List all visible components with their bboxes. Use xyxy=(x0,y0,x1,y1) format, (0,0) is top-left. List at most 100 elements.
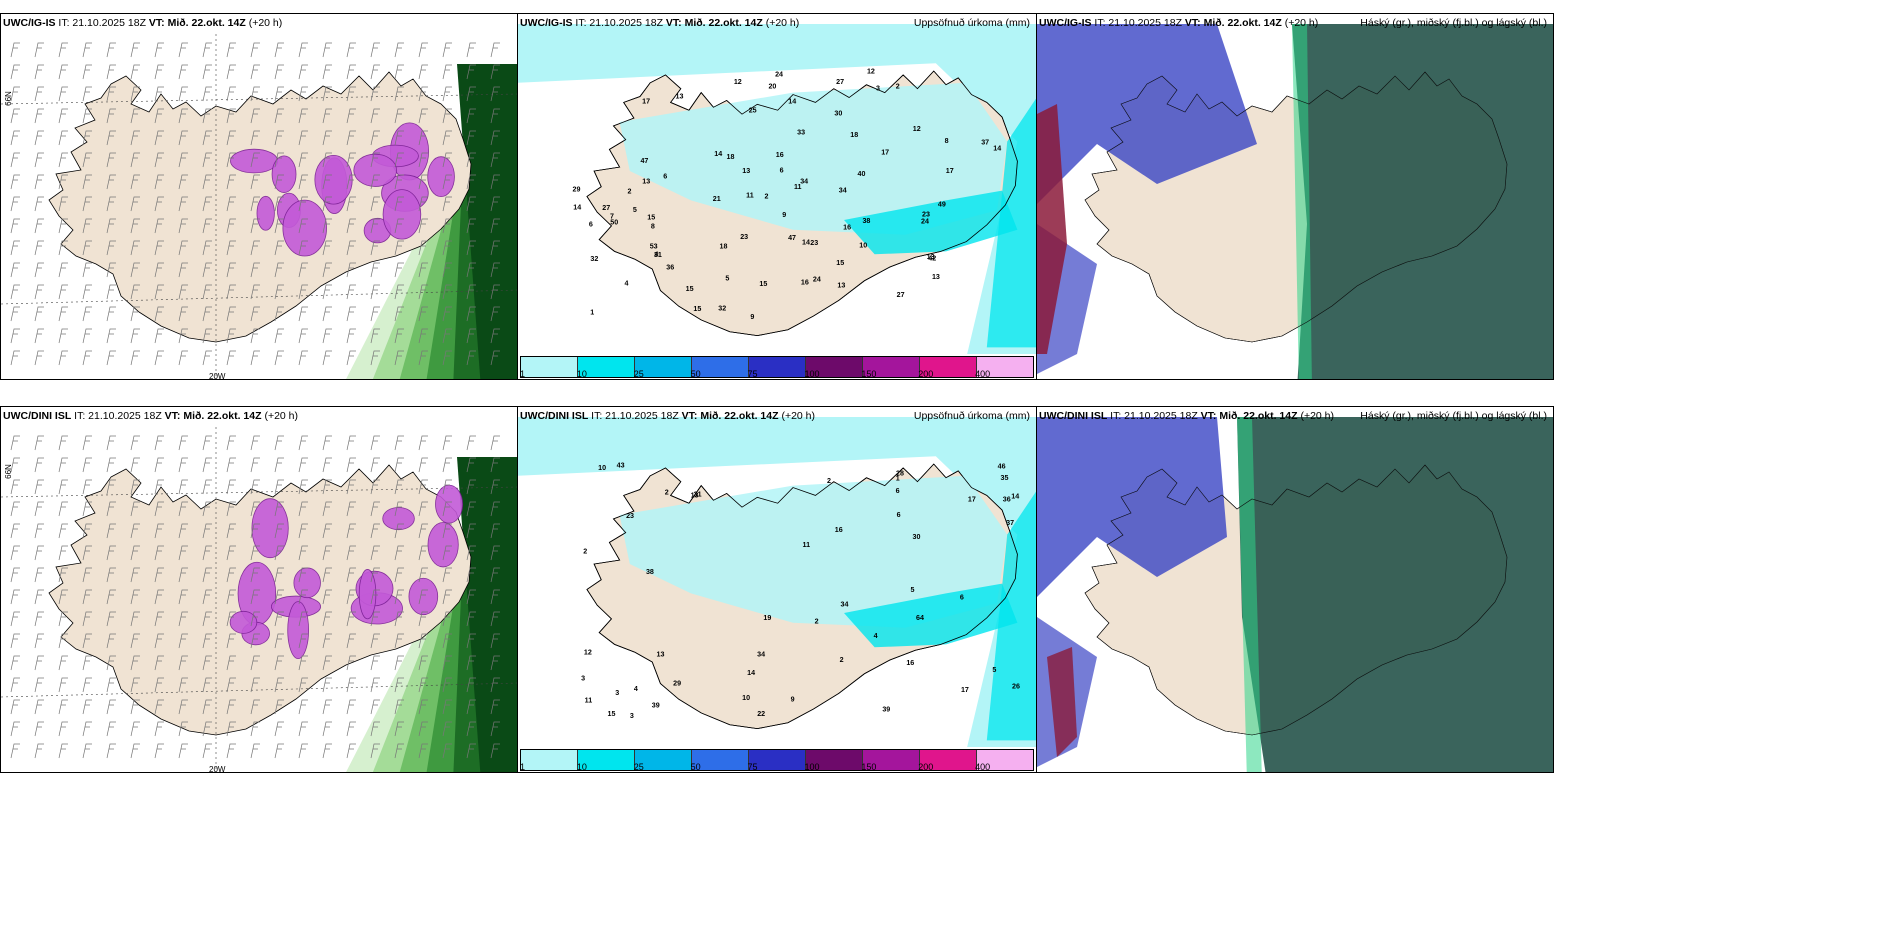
wind-barb xyxy=(154,567,164,583)
wind-barb xyxy=(370,699,380,715)
precip-value: 13 xyxy=(837,283,845,290)
wind-barb xyxy=(10,457,20,473)
wind-barb xyxy=(346,218,356,234)
wind-barb xyxy=(418,479,428,495)
wind-barb xyxy=(82,130,92,146)
wind-barb xyxy=(202,262,212,278)
wind-barb xyxy=(490,328,500,344)
wind-barb xyxy=(322,350,332,366)
wind-barb xyxy=(178,479,188,495)
wind-barb xyxy=(154,262,164,278)
wind-barb xyxy=(10,350,20,366)
wind-barb xyxy=(34,284,44,300)
wind-barb xyxy=(130,677,140,693)
wind-barb xyxy=(346,306,356,322)
wind-barb xyxy=(490,589,500,605)
precip-value: 25 xyxy=(749,108,757,115)
wind-barb xyxy=(490,633,500,649)
lat-label: 66N xyxy=(3,91,13,106)
wind-barb xyxy=(394,152,404,168)
wind-barb xyxy=(82,699,92,715)
wind-barb xyxy=(442,589,452,605)
wind-barb xyxy=(442,42,452,58)
wind-barb xyxy=(226,218,236,234)
panel-subtitle: Háský (gr.), miðský (fj.bl.) og lágský (… xyxy=(1360,410,1547,422)
wind-barb xyxy=(10,655,20,671)
precip-value: 32 xyxy=(718,305,726,312)
wind-barb xyxy=(466,174,476,190)
wind-barb xyxy=(202,108,212,124)
panel-title: UWC/IG-IS IT: 21.10.2025 18Z VT: Mið. 22… xyxy=(520,17,800,29)
lat-gridline xyxy=(1,93,517,305)
wind-barb xyxy=(82,501,92,517)
wind-barb xyxy=(466,633,476,649)
wind-barb xyxy=(58,479,68,495)
wind-barb xyxy=(466,721,476,737)
wind-barb xyxy=(202,655,212,671)
wind-barb xyxy=(418,64,428,80)
wind-barb xyxy=(82,350,92,366)
wind-barb xyxy=(370,284,380,300)
wind-barb xyxy=(466,328,476,344)
wind-barb xyxy=(34,86,44,102)
wind-barb xyxy=(202,677,212,693)
wind-barb xyxy=(58,174,68,190)
precip-value: 15 xyxy=(607,711,615,718)
precip-value: 39 xyxy=(652,703,660,710)
wind-barb xyxy=(394,196,404,212)
wind-barb xyxy=(226,589,236,605)
wind-barb xyxy=(178,699,188,715)
wind-barb xyxy=(298,218,308,234)
wind-barb xyxy=(250,501,260,517)
wind-barb xyxy=(466,457,476,473)
wind-barb xyxy=(226,86,236,102)
wind-barb xyxy=(106,699,116,715)
wind-barb xyxy=(130,567,140,583)
wind-barb xyxy=(202,240,212,256)
wind-barb xyxy=(34,152,44,168)
wind-barb xyxy=(58,152,68,168)
precip-value: 30 xyxy=(834,110,842,117)
wind-barb xyxy=(178,350,188,366)
precip-value: 21 xyxy=(713,196,721,203)
wind-barb xyxy=(490,218,500,234)
snow-area xyxy=(427,156,455,198)
wind-barb xyxy=(82,328,92,344)
wind-barb xyxy=(202,611,212,627)
wind-barb xyxy=(274,42,284,58)
wind-barb xyxy=(82,633,92,649)
colorbar-segment xyxy=(806,750,863,770)
precip-value: 16 xyxy=(801,280,809,287)
wind-barb xyxy=(490,306,500,322)
wind-barb xyxy=(130,108,140,124)
wind-barb xyxy=(442,64,452,80)
wind-barb xyxy=(370,328,380,344)
wind-barb xyxy=(442,743,452,759)
wind-barb xyxy=(466,262,476,278)
wind-barb xyxy=(106,306,116,322)
iceland-coast xyxy=(1084,71,1508,343)
precip-value: 14 xyxy=(573,204,581,211)
colorbar-label: 50 xyxy=(690,762,701,772)
wind-barb xyxy=(442,435,452,451)
wind-barb xyxy=(250,435,260,451)
wind-barb xyxy=(322,479,332,495)
wind-barb xyxy=(250,479,260,495)
wind-barb xyxy=(370,677,380,693)
wind-barb xyxy=(466,677,476,693)
colorbar-segment xyxy=(578,357,635,377)
wind-barb xyxy=(82,174,92,190)
wind-barb xyxy=(490,42,500,58)
wind-barb xyxy=(442,523,452,539)
wind-barb xyxy=(58,633,68,649)
precip-value: 5 xyxy=(992,667,996,674)
wind-barb xyxy=(418,435,428,451)
wind-barb xyxy=(106,218,116,234)
wind-barb xyxy=(226,306,236,322)
precip-value: 53 xyxy=(650,244,658,251)
wind-barb xyxy=(250,743,260,759)
wind-barb xyxy=(394,64,404,80)
wind-barb xyxy=(226,196,236,212)
colorbar-segment xyxy=(578,750,635,770)
wind-barb xyxy=(466,350,476,366)
